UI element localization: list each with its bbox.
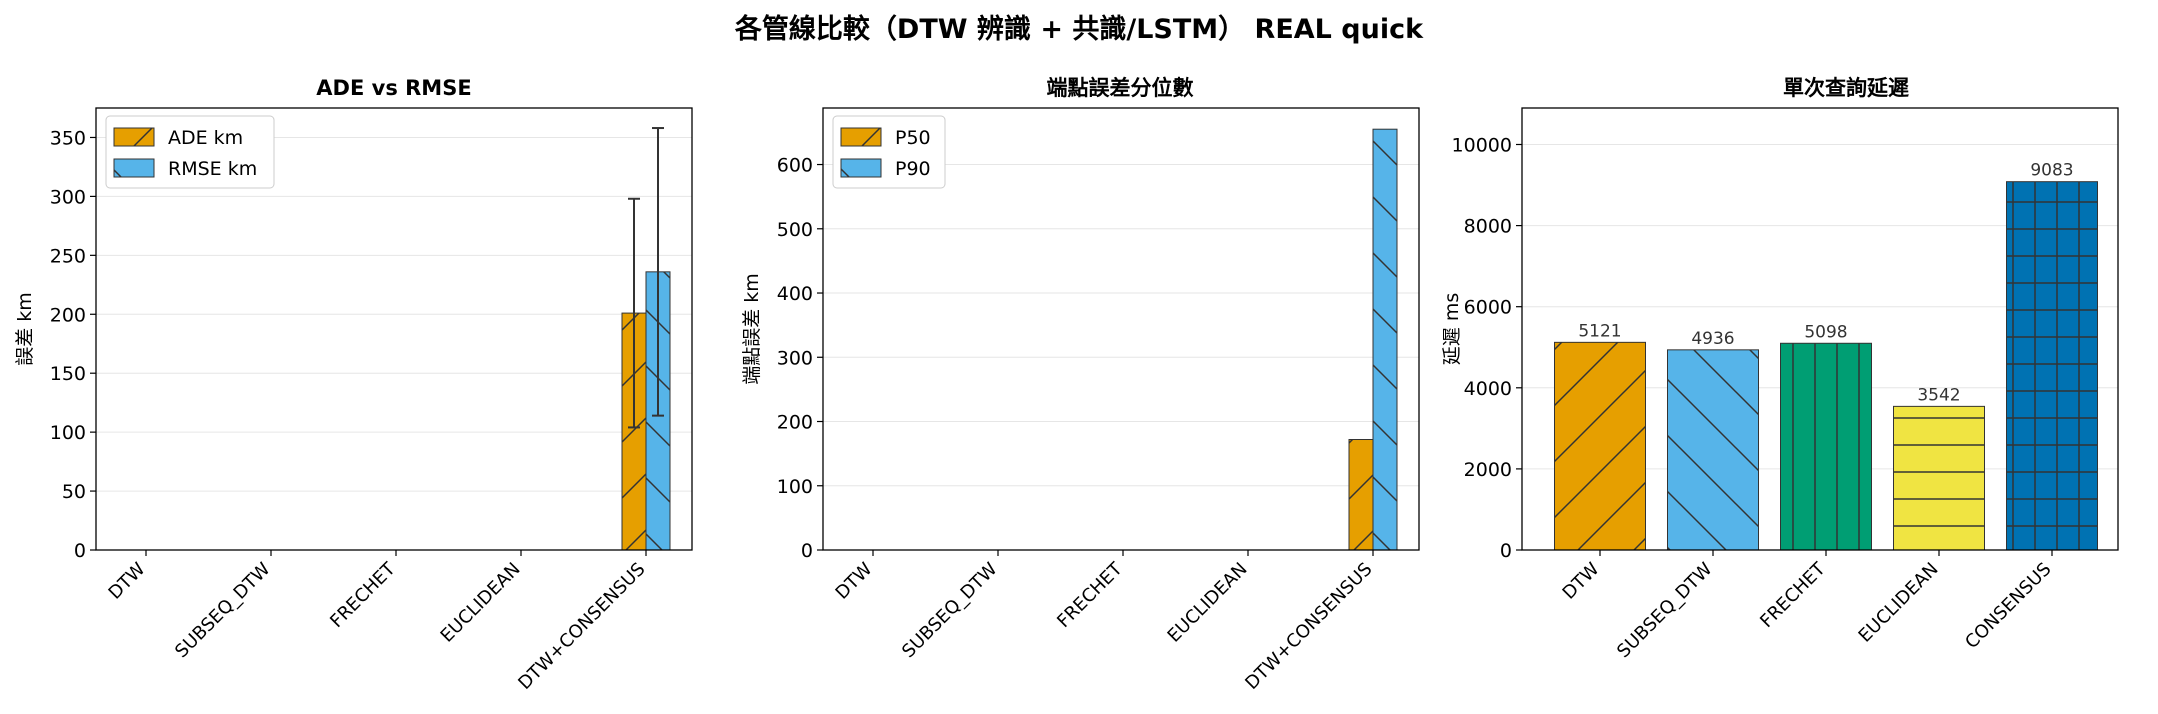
axes-frame [1521,107,2119,551]
y-tick-label: 400 [777,283,813,305]
panel-ade-rmse: ADE vs RMSE 誤差 km 0 50 100 150 200 250 300 350 D… [14,76,693,694]
y-tick-label: 100 [50,422,86,444]
x-tick-label: SUBSEQ_DTW [1613,559,1717,663]
data-label: 4936 [1691,329,1734,349]
x-tick-label: SUBSEQ_DTW [898,559,1002,663]
legend-label: P50 [895,127,931,149]
x-tick-label: FRECHET [1053,558,1127,632]
y-tick-label: 6000 [1464,297,1512,319]
bar-hatch [1349,439,1373,550]
bar-hatch [1667,349,1759,550]
y-axis-label: 端點誤差 km [741,273,763,385]
panel-query-latency: 單次查詢延遲 延遲 ms 5121 4936 5098 3542 9083 0 2000 40… [1441,76,2119,663]
bar-hatch [2006,181,2098,550]
x-tick-label: DTW [1559,559,1604,604]
legend-swatch-hatch [114,159,154,177]
panel-title: 端點誤差分位數 [1047,76,1194,100]
y-tick-label: 300 [777,347,813,369]
legend-label: RMSE km [168,158,257,180]
data-label: 5121 [1578,321,1621,341]
bar-hatch [1554,342,1646,550]
x-tick-label: DTW [105,559,150,604]
y-axis-label: 誤差 km [14,292,36,366]
x-tick-label: EUCLIDEAN [1164,559,1252,647]
y-tick-label: 600 [777,155,813,177]
error-bar [652,127,664,417]
legend-swatch-hatch [841,159,881,177]
y-tick-label: 150 [50,363,86,385]
y-tick-label: 0 [801,540,813,562]
bar-hatch [1780,343,1872,550]
x-tick-label: SUBSEQ_DTW [171,559,275,663]
legend: ADE km RMSE km [105,115,275,189]
panel-title: ADE vs RMSE [316,76,471,100]
y-tick-label: 8000 [1464,216,1512,238]
figure-title: 各管線比較（DTW 辨識 + 共識/LSTM） REAL quick [734,13,1424,45]
data-label: 9083 [2030,161,2073,181]
error-bar [628,197,640,429]
x-tick-label: EUCLIDEAN [437,559,525,647]
legend-label: ADE km [168,127,243,149]
x-tick-label: DTW+CONSENSUS [1241,559,1376,694]
x-tick-label: DTW+CONSENSUS [514,559,649,694]
x-tick-label: CONSENSUS [1961,559,2055,653]
y-tick-label: 0 [74,540,86,562]
y-tick-label: 50 [62,481,86,503]
bar-hatch [1893,406,1985,550]
data-label: 5098 [1804,322,1847,342]
x-tick-label: EUCLIDEAN [1855,559,1943,647]
x-tick-label: FRECHET [326,558,400,632]
legend-label: P90 [895,158,931,180]
y-tick-label: 350 [50,127,86,149]
y-tick-label: 4000 [1464,378,1512,400]
y-tick-label: 250 [50,245,86,267]
legend-swatch-hatch [841,128,881,146]
panel-endpoint-quantiles: 端點誤差分位數 端點誤差 km 0 100 200 300 400 500 600 DTW SU… [741,76,1420,694]
legend-swatch-hatch [114,128,154,146]
x-tick-label: FRECHET [1756,558,1830,632]
y-tick-label: 10000 [1452,134,1512,156]
y-tick-label: 100 [777,476,813,498]
panel-title: 單次查詢延遲 [1783,76,1909,100]
y-tick-label: 500 [777,219,813,241]
y-tick-label: 200 [50,304,86,326]
bar-hatch [1373,129,1397,551]
y-axis-label: 延遲 ms [1441,293,1463,365]
y-tick-label: 300 [50,186,86,208]
axes-frame [95,107,693,551]
axes-frame [822,107,1420,551]
y-tick-label: 200 [777,412,813,434]
data-label: 3542 [1917,385,1960,405]
x-tick-label: DTW [832,559,877,604]
y-tick-label: 0 [1500,540,1512,562]
y-tick-label: 2000 [1464,459,1512,481]
